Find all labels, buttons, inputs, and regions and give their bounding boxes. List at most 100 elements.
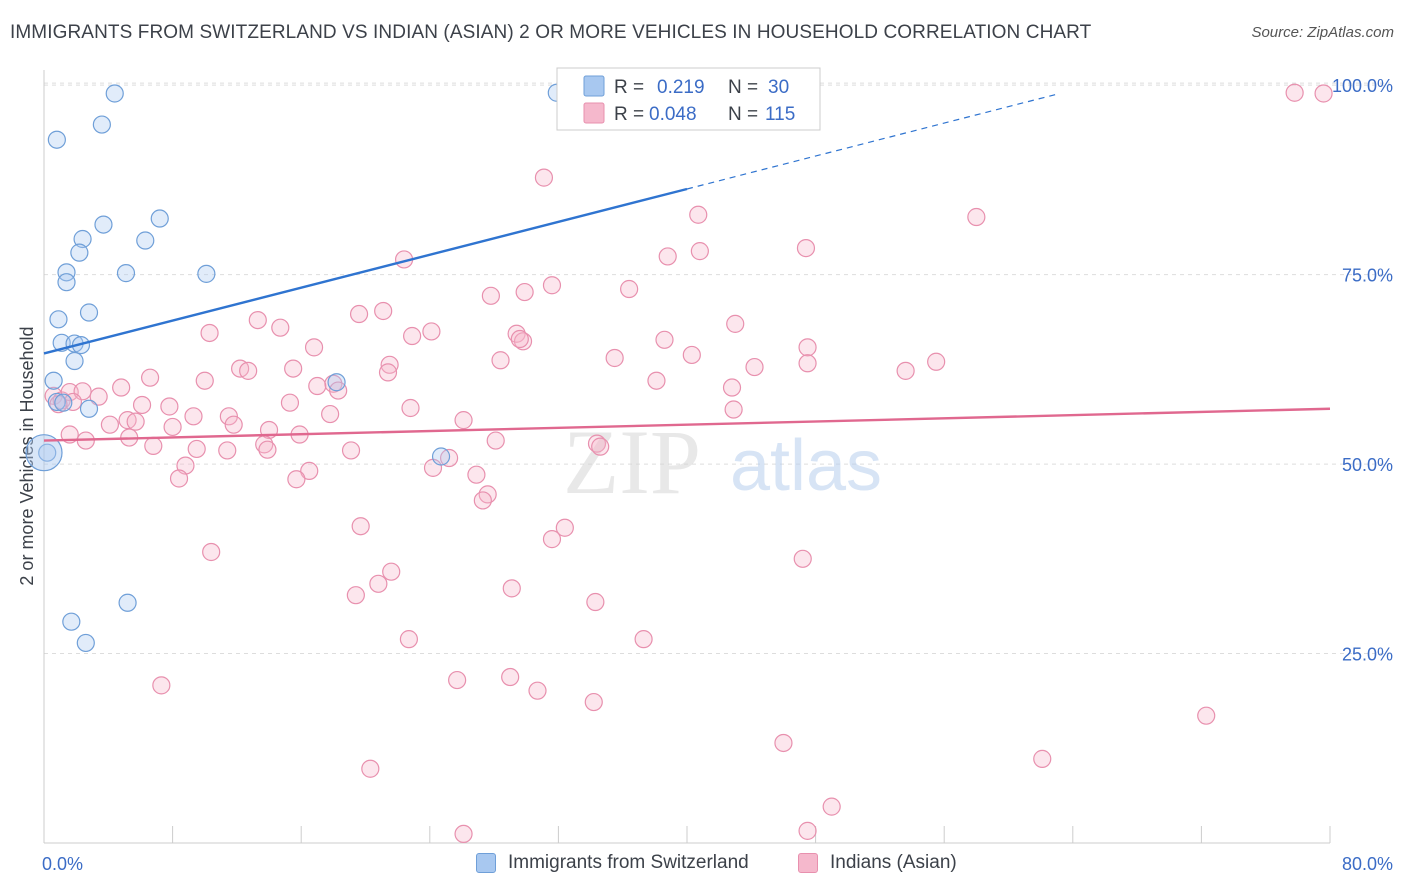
data-point-pink [467, 465, 486, 484]
data-point-pink [798, 354, 817, 373]
data-point-pink [658, 247, 677, 266]
data-point-pink [271, 318, 290, 337]
data-point-pink [169, 469, 189, 488]
source-label: Source: ZipAtlas.com [1251, 24, 1394, 41]
data-point-pink [202, 542, 221, 562]
data-point-pink [300, 461, 319, 480]
data-point-pink [478, 485, 497, 504]
data-point-pink [555, 518, 574, 537]
data-point-pink [140, 368, 160, 387]
legend-swatch-indians [798, 853, 818, 873]
data-point-pink [160, 397, 179, 416]
regression-lines [43, 93, 1331, 442]
data-point-blue [65, 351, 84, 371]
data-point-pink [132, 395, 152, 415]
data-point-blue [73, 229, 92, 249]
data-point-blue [57, 273, 76, 292]
series-switzerland [25, 83, 566, 653]
data-point-pink [620, 279, 639, 299]
legend-label-indians: Indians (Asian) [830, 852, 957, 873]
data-point-blue [79, 303, 99, 322]
data-point-pink [534, 168, 554, 187]
data-point-pink [591, 437, 610, 456]
data-point-pink [349, 304, 369, 324]
data-point-pink [473, 491, 492, 510]
data-point-pink [112, 378, 131, 397]
data-point-pink [144, 436, 163, 455]
data-point-pink [100, 415, 120, 434]
data-point-pink [542, 276, 562, 295]
stats-legend: R = 0.219 N = 30 R = 0.048 N = 115 [556, 67, 821, 131]
y-tick-labels: 25.0% 50.0% 75.0% 100.0% [1332, 76, 1393, 664]
regression-line-switzerland-extension [686, 93, 1057, 190]
data-point-pink [1314, 84, 1333, 103]
stats-n-label-2: N = [728, 104, 758, 125]
legend-label-switzerland: Immigrants from Switzerland [508, 852, 749, 873]
data-point-pink [726, 314, 745, 333]
stats-n-value-1: 30 [768, 77, 789, 98]
data-point-pink [927, 352, 946, 371]
data-point-blue [47, 392, 66, 412]
data-point-pink [502, 579, 521, 598]
data-point-blue [327, 373, 346, 392]
data-point-pink [374, 301, 393, 321]
data-point-pink [200, 323, 219, 343]
stats-r-value-2: 0.048 [649, 104, 697, 125]
data-point-blue [92, 115, 111, 134]
legend-swatch-switzerland [476, 853, 496, 873]
data-point-pink [258, 440, 277, 459]
data-point-pink [321, 404, 340, 424]
data-point-pink [195, 371, 214, 390]
watermark-atlas: atlas [730, 426, 882, 506]
data-point-pink [647, 371, 666, 390]
data-point-blue [47, 130, 66, 149]
data-point-blue [25, 434, 63, 472]
data-point-pink [239, 361, 258, 380]
chart-title: IMMIGRANTS FROM SWITZERLAND VS INDIAN (A… [10, 22, 1092, 43]
data-point-pink [586, 592, 605, 612]
stats-r-label-2: R = [614, 104, 644, 125]
data-point-pink [284, 359, 303, 378]
data-point-pink [1285, 83, 1304, 102]
data-point-pink [634, 630, 653, 649]
data-point-pink [515, 282, 534, 302]
data-point-pink [745, 357, 764, 377]
legend-item-indians: Indians (Asian) [798, 852, 957, 874]
data-point-pink [89, 387, 108, 406]
data-point-blue [62, 612, 81, 631]
data-point-pink [163, 417, 182, 437]
data-point-pink [796, 238, 816, 258]
data-point-pink [724, 400, 743, 419]
data-point-pink [126, 412, 145, 431]
data-point-pink [448, 670, 467, 690]
data-point-pink [655, 330, 674, 349]
data-point-pink [481, 286, 500, 305]
data-point-pink [224, 415, 243, 434]
data-point-blue [49, 310, 68, 329]
data-point-pink [60, 382, 79, 402]
data-point-pink [682, 345, 701, 365]
data-point-blue [136, 231, 155, 250]
stats-n-label-1: N = [728, 77, 758, 98]
y-tick-label: 100.0% [1332, 76, 1393, 96]
data-point-blue [118, 593, 137, 612]
stats-legend-swatch-blue [583, 75, 605, 97]
y-tick-label: 75.0% [1342, 266, 1393, 286]
data-point-blue [116, 264, 136, 283]
data-point-pink [308, 376, 327, 396]
data-point-pink [361, 759, 380, 778]
data-point-pink [287, 470, 306, 489]
data-point-pink [774, 733, 793, 753]
data-point-pink [584, 692, 603, 712]
data-point-pink [422, 322, 441, 341]
data-point-pink [542, 530, 562, 549]
data-point-pink [346, 586, 365, 605]
data-point-pink [341, 441, 361, 460]
data-point-blue [431, 447, 451, 466]
data-point-pink [722, 378, 742, 397]
data-point-pink [219, 407, 238, 426]
data-point-pink [369, 574, 388, 593]
data-point-blue [94, 215, 113, 234]
data-point-pink [1197, 706, 1216, 725]
